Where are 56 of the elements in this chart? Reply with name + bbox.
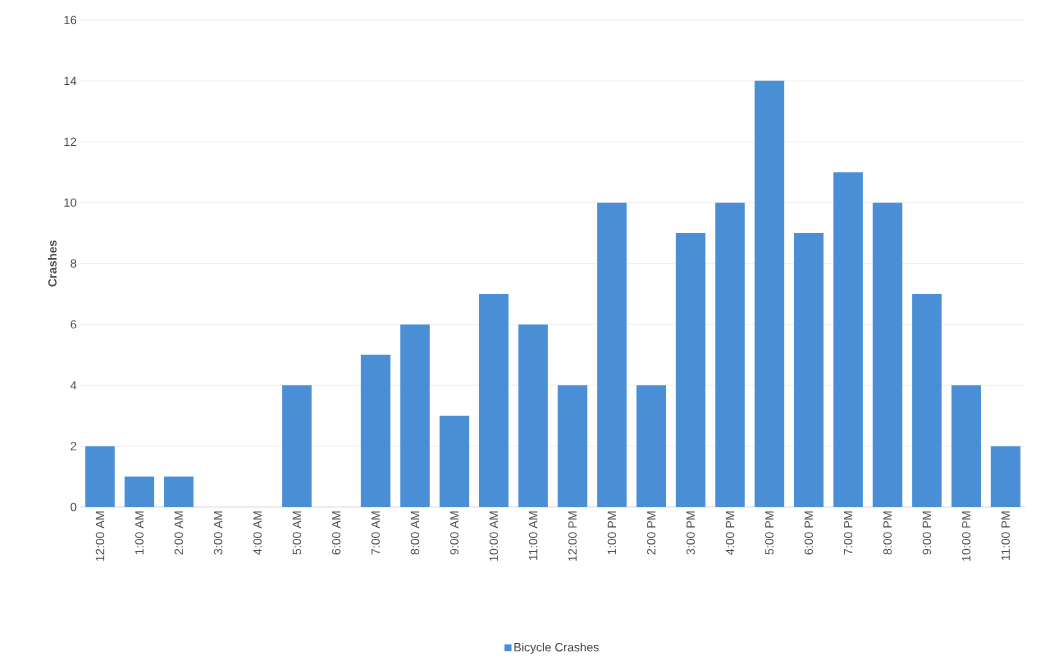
bar	[675, 233, 706, 507]
y-tick-label: 4	[70, 381, 77, 390]
bar	[124, 476, 155, 507]
x-tick-label: 7:00 PM	[843, 511, 853, 555]
x-tick-label: 2:00 AM	[174, 511, 183, 555]
bar	[872, 202, 903, 507]
bar	[715, 202, 745, 507]
x-tick-label: 4:00 AM	[253, 511, 262, 555]
bar	[990, 446, 1021, 507]
bar	[912, 293, 942, 507]
x-tick-label: 9:00 AM	[450, 511, 459, 555]
bar	[439, 415, 470, 507]
bar	[597, 202, 627, 507]
x-tick-label: 10:00 PM	[962, 511, 971, 561]
x-tick-label: 4:00 PM	[725, 511, 735, 555]
x-tick-label: 9:00 PM	[922, 511, 932, 555]
bar	[557, 385, 588, 507]
bar	[282, 385, 312, 507]
x-tick-label: 8:00 PM	[883, 511, 892, 555]
x-tick-label: 11:00 PM	[1001, 511, 1010, 560]
y-tick-label: 6	[70, 320, 77, 329]
x-tick-label: 12:00 AM	[95, 511, 105, 561]
y-tick-label: 12	[64, 137, 77, 146]
bar	[754, 80, 785, 507]
bar	[478, 293, 509, 507]
x-tick-label: 7:00 AM	[371, 511, 380, 555]
y-tick-label: 10	[64, 198, 77, 207]
x-tick-label: 6:00 AM	[332, 511, 341, 555]
x-tick-label: 1:00 PM	[607, 511, 617, 555]
y-tick-label: 14	[64, 76, 77, 85]
bar	[636, 385, 667, 507]
x-tick-label: 3:00 AM	[213, 511, 223, 555]
x-tick-label: 6:00 PM	[804, 511, 813, 555]
bar	[360, 354, 391, 507]
bar	[400, 324, 430, 507]
bar	[85, 446, 115, 507]
x-tick-label: 5:00 PM	[765, 511, 774, 555]
x-tick-label: 5:00 AM	[292, 511, 302, 555]
y-tick-label: 8	[70, 259, 77, 268]
x-tick-label: 11:00 AM	[528, 511, 538, 560]
x-tick-label: 10:00 AM	[489, 511, 498, 561]
x-tick-label: 1:00 AM	[135, 511, 144, 555]
y-axis-title: Crashes	[47, 240, 57, 287]
x-tick-label: 8:00 AM	[410, 511, 420, 555]
bar	[163, 476, 194, 507]
x-tick-label: 2:00 PM	[647, 511, 656, 555]
bar	[518, 324, 548, 507]
x-tick-label: 12:00 PM	[568, 511, 577, 561]
y-tick-label: 0	[70, 502, 77, 512]
y-tick-label: 16	[64, 15, 77, 25]
bar	[833, 172, 863, 507]
y-tick-label: 2	[70, 441, 77, 451]
bar	[951, 385, 982, 507]
legend-label: Bicycle Crashes	[514, 642, 599, 654]
x-tick-label: 3:00 PM	[686, 511, 695, 555]
bar	[793, 233, 824, 507]
